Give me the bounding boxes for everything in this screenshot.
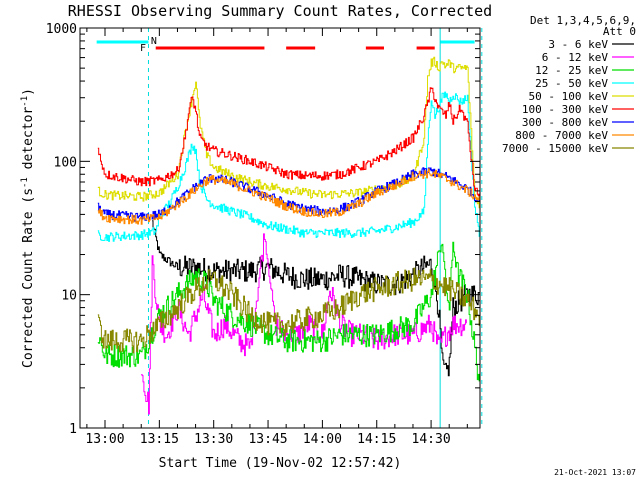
x-axis-label: Start Time (19-Nov-02 12:57:42) <box>159 456 402 471</box>
series-layer <box>97 56 481 415</box>
series-line-0 <box>152 220 481 377</box>
x-tick-label: 14:30 <box>412 432 451 447</box>
y-axis-label-part: detector <box>21 107 36 178</box>
legend-label: 300 - 800 keV <box>522 116 608 129</box>
legend-label: 25 - 50 keV <box>535 77 608 90</box>
x-tick-label: 14:15 <box>357 432 396 447</box>
flare-flag-label: F <box>140 43 146 54</box>
y-axis-label-part: ) <box>21 88 36 96</box>
axes: 13:00 13:15 13:30 13:45 14:00 14:15 14:30 1 10 10… <box>46 22 481 447</box>
x-tick-label: 13:15 <box>140 432 179 447</box>
legend-label: 12 - 25 keV <box>535 64 608 77</box>
x-tick-label: 13:00 <box>85 432 124 447</box>
plot-frame <box>79 27 481 429</box>
legend-label: 7000 - 15000 keV <box>502 142 608 155</box>
chart-title: RHESSI Observing Summary Count Rates, Co… <box>68 2 492 20</box>
legend-header: Det 1,3,4,5,6,9, <box>530 14 636 27</box>
series-line-7 <box>97 168 481 225</box>
x-tick-label: 13:30 <box>194 432 233 447</box>
y-tick-label: 100 <box>54 155 77 170</box>
legend-label: 3 - 6 keV <box>548 38 608 51</box>
y-tick-label: 1 <box>69 422 77 437</box>
series-line-5 <box>97 87 481 197</box>
series-line-2 <box>97 241 481 382</box>
y-axis-label-sup: -1 <box>20 177 30 188</box>
y-axis-label: Corrected Count Rate (s-1 detector-1) <box>20 88 36 368</box>
legend-label: 800 - 7000 keV <box>515 129 608 142</box>
y-tick-label: 1000 <box>46 22 77 37</box>
timestamp: 21-Oct-2021 13:07 <box>554 468 636 477</box>
series-line-8 <box>97 267 481 354</box>
x-tick-label: 13:45 <box>248 432 287 447</box>
legend-label: 6 - 12 keV <box>542 51 609 64</box>
y-tick-label: 10 <box>61 289 77 304</box>
legend-label: 50 - 100 keV <box>529 90 609 103</box>
x-tick-label: 14:00 <box>303 432 342 447</box>
series-line-4 <box>97 56 481 209</box>
legend-header: Att 0 <box>603 25 636 38</box>
flag-layer: FN <box>96 28 483 428</box>
y-axis-label-part: Corrected Count Rate (s <box>21 188 36 368</box>
y-axis-label-sup: -1 <box>20 96 30 107</box>
legend-label: 100 - 300 keV <box>522 103 608 116</box>
night-flag-label: N <box>151 36 157 47</box>
